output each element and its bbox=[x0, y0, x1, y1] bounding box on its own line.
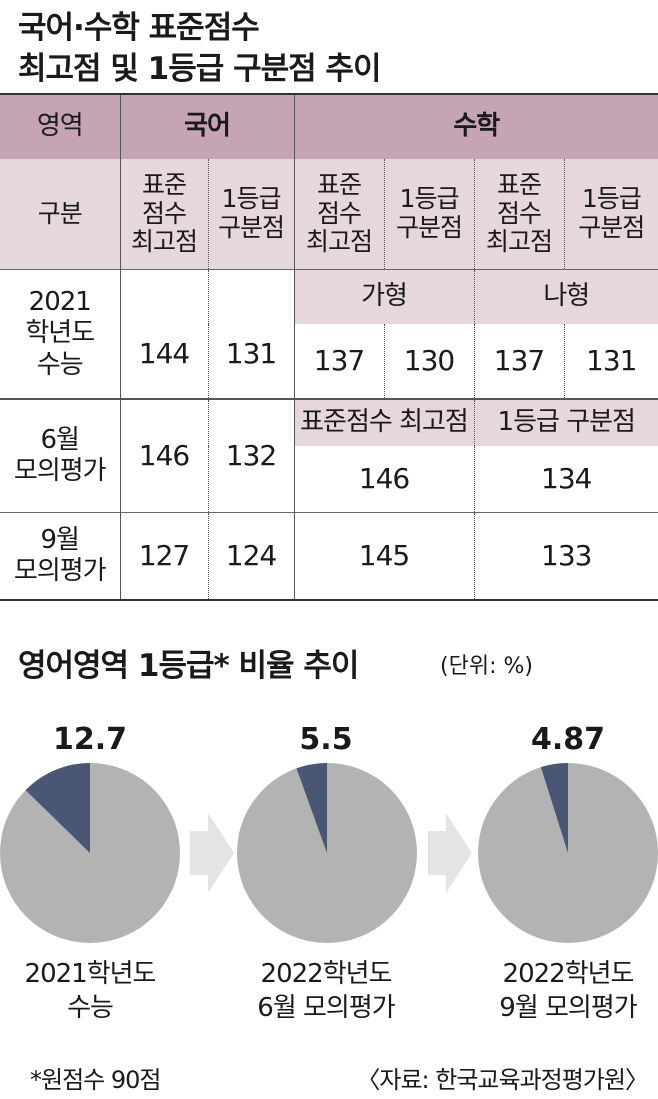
cell-6-kor-std: 146 bbox=[119, 398, 208, 513]
arrow-icon bbox=[428, 813, 472, 893]
header-kor-std: 표준 점수 최고점 bbox=[119, 159, 208, 270]
header-row-division: 구분 표준 점수 최고점 1등급 구분점 표준 점수 최고점 1등급 구분점 표준 점수 최고점… bbox=[0, 159, 658, 270]
cell-2021-ga-cut: 130 bbox=[383, 323, 474, 399]
cell-6-kor-cut: 132 bbox=[207, 398, 294, 513]
header-kor-cut: 1등급 구분점 bbox=[207, 159, 294, 270]
cell-2021-ga-std: 137 bbox=[293, 323, 384, 399]
row-9: 9월 모의평가 127 124 145 133 bbox=[0, 512, 658, 601]
sub-math-cut: 1등급 구분점 bbox=[473, 398, 658, 446]
pie-caption: 2022학년도 9월 모의평가 bbox=[499, 959, 637, 1023]
pie-value-slice bbox=[540, 763, 568, 853]
source: 〈자료: 한국교육과정평가원〉 bbox=[356, 1066, 649, 1094]
cell-2021-kor-cut: 131 bbox=[207, 269, 294, 399]
header-ga-std: 표준 점수 최고점 bbox=[293, 159, 384, 270]
pie-section-title: 영어영역 1등급* 비율 추이 bbox=[18, 648, 359, 684]
cell-9-math-std: 145 bbox=[293, 512, 474, 601]
score-table: 영역 국어 수학 구분 표준 점수 최고점 1등급 구분점 표준 점수 최고점 1등급 구분… bbox=[0, 93, 658, 601]
title-line1: 국어·수학 표준점수 bbox=[18, 10, 260, 46]
sub-math-std: 표준점수 최고점 bbox=[293, 398, 474, 446]
row-label-6: 6월 모의평가 bbox=[0, 398, 120, 513]
header-area: 영역 bbox=[0, 93, 120, 159]
header-na-cut: 1등급 구분점 bbox=[563, 159, 658, 270]
cell-6-math-std: 146 bbox=[293, 445, 474, 513]
row-label-9: 9월 모의평가 bbox=[0, 512, 120, 601]
header-row-area: 영역 국어 수학 bbox=[0, 93, 658, 159]
cell-9-kor-std: 127 bbox=[119, 512, 208, 601]
row-6-values: 146 134 bbox=[0, 445, 658, 513]
unit-label: (단위: %) bbox=[440, 654, 533, 679]
row-label-2021: 2021 학년도 수능 bbox=[0, 269, 120, 399]
row-2021-sub: 2021 학년도 수능 144 131 가형 나형 bbox=[0, 268, 658, 399]
header-ga-cut: 1등급 구분점 bbox=[383, 159, 474, 270]
sub-ga: 가형 bbox=[293, 268, 474, 324]
cell-9-math-cut: 133 bbox=[473, 512, 658, 601]
cell-2021-na-std: 137 bbox=[473, 323, 564, 399]
cell-2021-na-cut: 131 bbox=[563, 323, 658, 399]
pie-value-label: 5.5 bbox=[299, 722, 353, 757]
footnote: *원점수 90점 bbox=[30, 1066, 161, 1094]
pie-value-slice bbox=[296, 763, 327, 853]
header-korean: 국어 bbox=[119, 93, 294, 159]
cell-2021-kor-std: 144 bbox=[119, 269, 208, 399]
row-6-sub: 6월 모의평가 146 132 표준점수 최고점 1등급 구분점 bbox=[0, 398, 658, 513]
title-line2: 최고점 및 1등급 구분점 추이 bbox=[18, 51, 381, 87]
cell-6-math-cut: 134 bbox=[473, 445, 658, 513]
sub-na: 나형 bbox=[473, 268, 658, 324]
pie-value-slice bbox=[25, 763, 90, 853]
pie-value-label: 4.87 bbox=[530, 722, 606, 757]
header-na-std: 표준 점수 최고점 bbox=[473, 159, 564, 270]
header-math: 수학 bbox=[293, 93, 658, 159]
pie-caption: 2022학년도 6월 모의평가 bbox=[257, 959, 395, 1023]
arrow-icon bbox=[190, 813, 234, 893]
pie-value-label: 12.7 bbox=[52, 722, 128, 757]
row-2021-values: 137 130 137 131 bbox=[0, 323, 658, 399]
pie-caption: 2021학년도 수능 bbox=[24, 959, 157, 1023]
cell-9-kor-cut: 124 bbox=[207, 512, 294, 601]
header-division: 구분 bbox=[0, 159, 120, 270]
